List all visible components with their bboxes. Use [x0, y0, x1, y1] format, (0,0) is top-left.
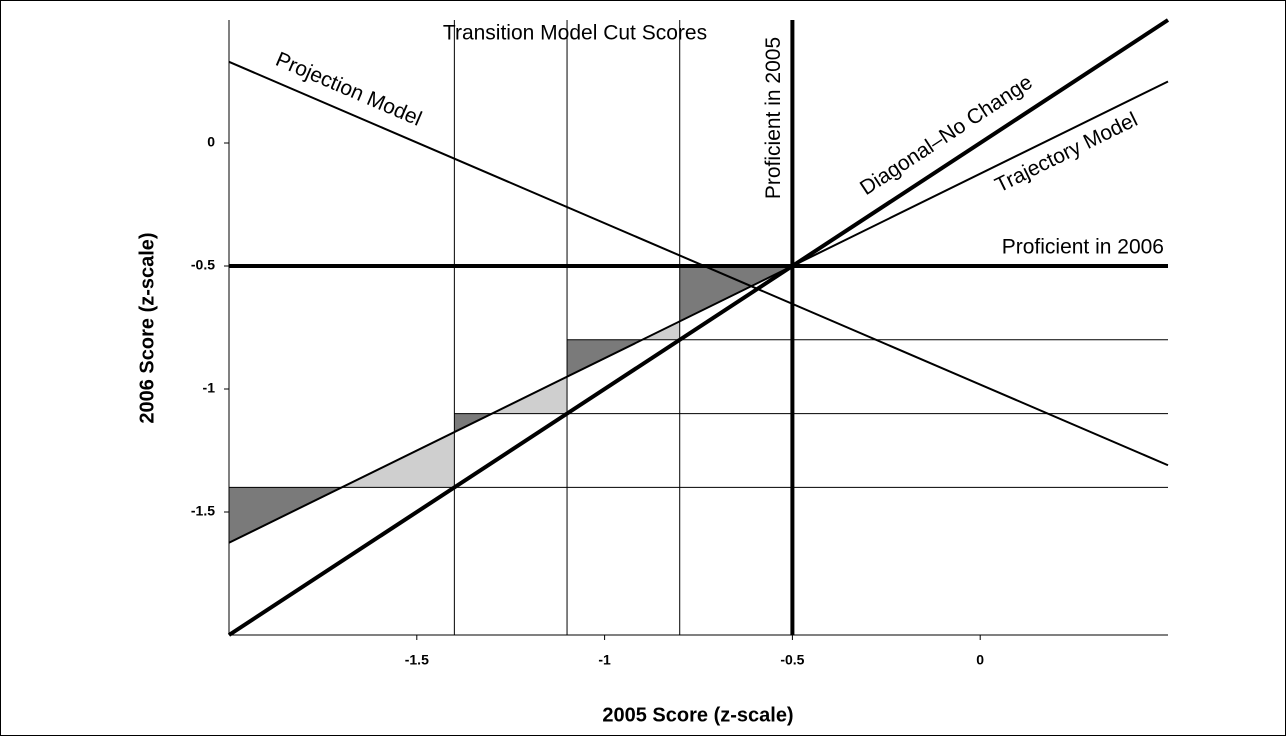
model-line: [227, 18, 1170, 637]
y-axis-label: 2006 Score (z-scale): [136, 232, 158, 423]
model-line: [228, 60, 1169, 467]
y-tick-label: -0.5: [191, 257, 215, 273]
proficient-2006-label: Proficient in 2006: [1002, 236, 1164, 259]
x-tick-label: -0.5: [780, 652, 804, 668]
x-tick-label: -1.5: [405, 652, 429, 668]
y-tick-label: 0: [207, 134, 215, 150]
y-tick-label: -1: [203, 380, 216, 396]
proficient-2005-label: Proficient in 2005: [762, 37, 785, 199]
x-tick-label: -1: [598, 652, 611, 668]
model-line: [228, 80, 1169, 544]
x-axis-label: 2005 Score (z-scale): [602, 704, 793, 726]
y-tick-label: -1.5: [191, 503, 215, 519]
x-tick-label: 0: [976, 652, 984, 668]
cut-scores-label: Transition Model Cut Scores: [443, 22, 707, 45]
